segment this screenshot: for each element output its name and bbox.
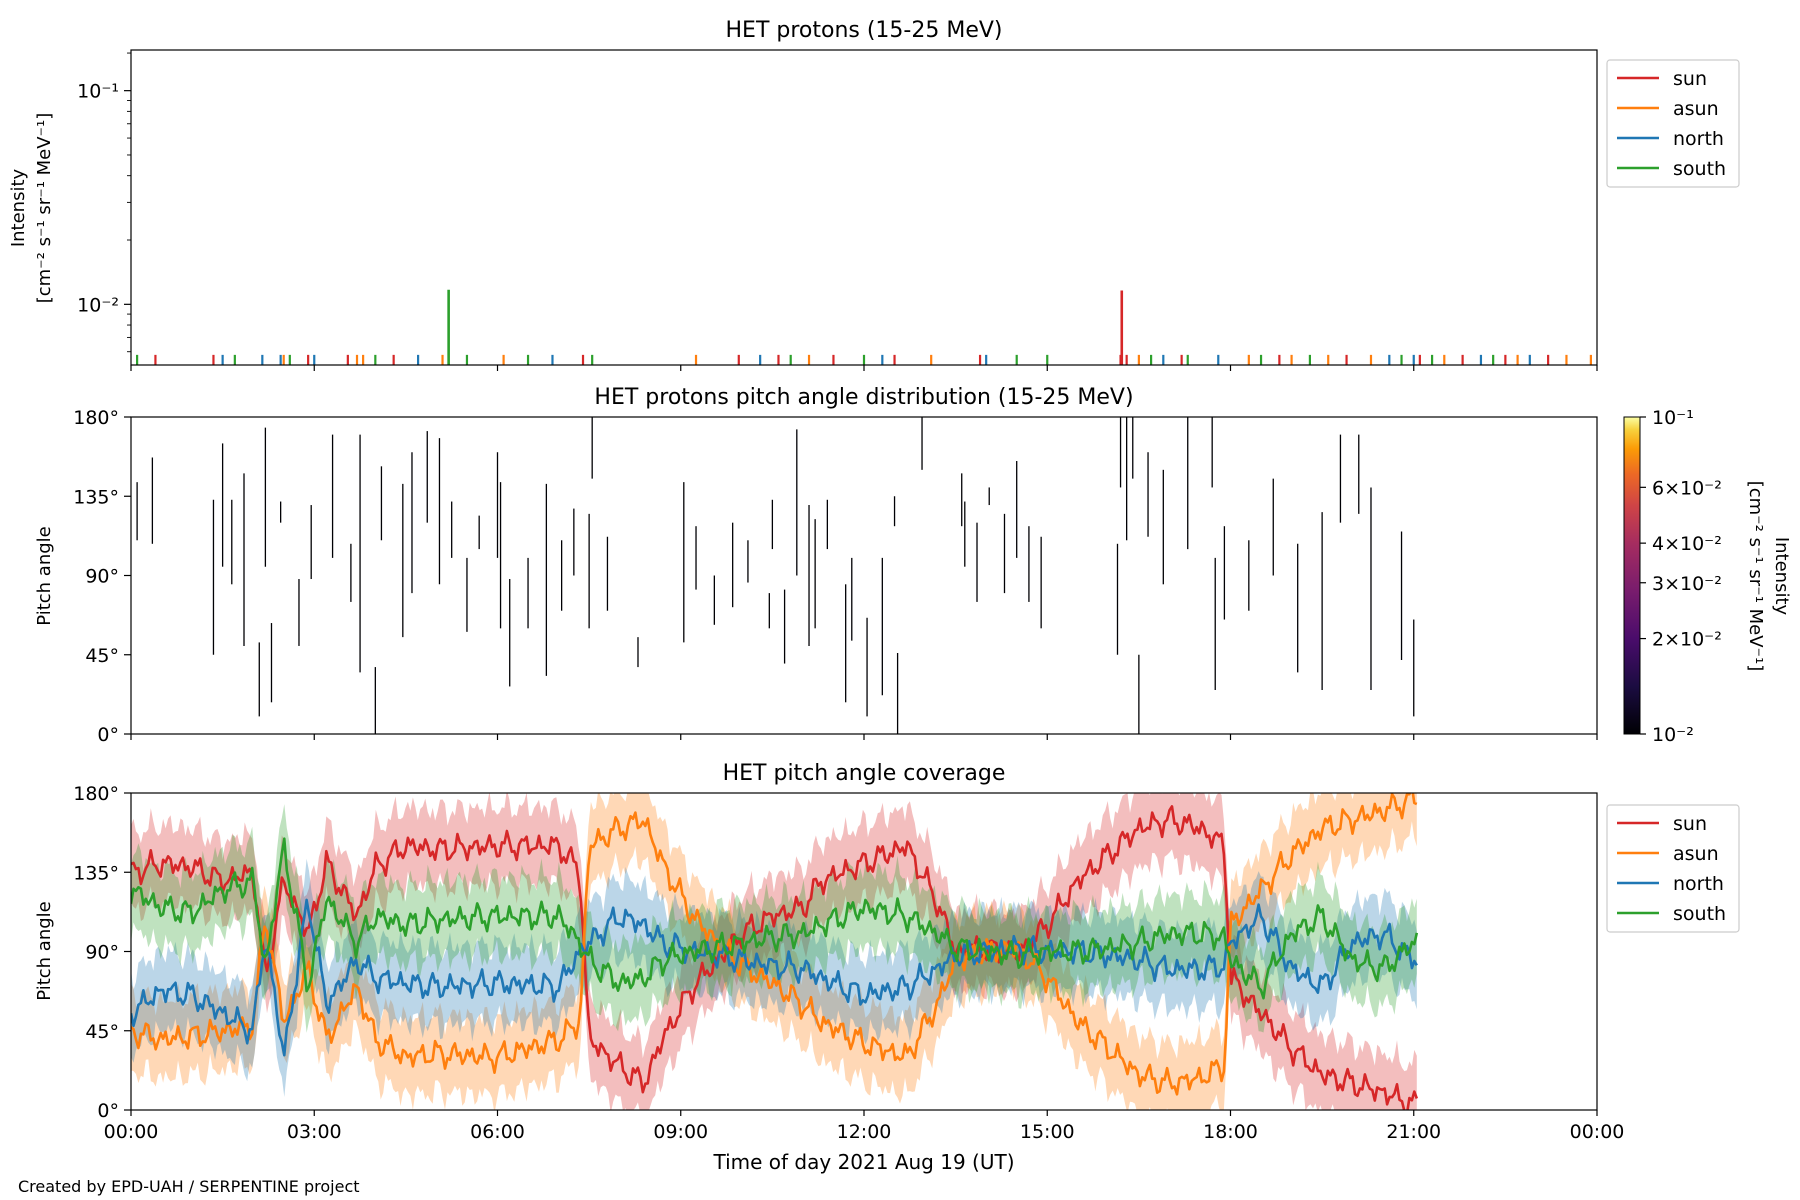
y-tick-label: 10⁻¹ <box>77 81 119 103</box>
coverage-title: HET pitch angle coverage <box>723 761 1006 786</box>
intensity-ylabel-line2: [cm⁻² s⁻¹ sr⁻¹ MeV⁻¹] <box>34 113 55 304</box>
intensity-title: HET protons (15-25 MeV) <box>726 18 1003 43</box>
x-tick-label: 00:00 <box>1570 1121 1625 1143</box>
intensity-legend: sun asun north south <box>1606 59 1740 188</box>
coverage-line-asun <box>131 793 1418 1096</box>
pad-panel: HET protons pitch angle distribution (15… <box>34 385 1792 746</box>
x-tick-label: 00:00 <box>104 1121 159 1143</box>
legend-label-sun: sun <box>1673 813 1707 835</box>
intensity-yticks: 10⁻² 10⁻¹ <box>77 52 131 353</box>
coverage-band-asun <box>131 793 1417 1110</box>
credit-text: Created by EPD-UAH / SERPENTINE project <box>18 1177 360 1196</box>
intensity-ylabel-line1: Intensity <box>8 168 29 247</box>
x-tick-label: 18:00 <box>1203 1121 1258 1143</box>
intensity-axes-frame <box>130 49 1598 366</box>
intensity-xticks <box>130 365 1598 371</box>
coverage-band-sun <box>131 793 1417 1110</box>
x-tick-label: 12:00 <box>837 1121 892 1143</box>
x-tick-label: 09:00 <box>653 1121 708 1143</box>
colorbar <box>1623 416 1641 735</box>
colorbar-tick-label: 10⁻¹ <box>1652 407 1694 429</box>
colorbar-label-line2: [cm⁻² s⁻¹ sr⁻¹ MeV⁻¹] <box>1745 481 1766 672</box>
pad-title: HET protons pitch angle distribution (15… <box>594 385 1133 410</box>
coverage-line-south <box>131 837 1419 1000</box>
y-tick-label: 135° <box>73 486 119 508</box>
coverage-yticks: 0° 45° 90° 135° 180° <box>73 783 131 1122</box>
y-tick-label: 45° <box>85 645 119 667</box>
x-axis-label: Time of day 2021 Aug 19 (UT) <box>712 1150 1014 1174</box>
coverage-band-south <box>131 804 1417 1033</box>
y-tick-label: 135° <box>73 862 119 884</box>
colorbar-tick-label: 2×10⁻² <box>1652 629 1722 651</box>
y-tick-label: 90° <box>85 566 119 588</box>
legend-label-asun: asun <box>1673 843 1719 865</box>
legend-box <box>1606 59 1740 188</box>
legend-label-south: south <box>1673 903 1726 925</box>
legend-label-south: south <box>1673 158 1726 180</box>
coverage-ylabel: Pitch angle <box>34 901 55 1000</box>
coverage-xticks: 00:00 03:00 06:00 09:00 12:00 15:00 18:00 21:00… <box>104 1110 1625 1143</box>
intensity-panel: HET protons (15-25 MeV) 10⁻² 10⁻¹ Intensi… <box>8 18 1740 371</box>
pad-heatmap-cells <box>136 417 1415 734</box>
x-tick-label: 03:00 <box>287 1121 342 1143</box>
coverage-panel: HET pitch angle coverage 0° 45° 90° 135° 180… <box>34 761 1740 1143</box>
colorbar-ticks: 10⁻² 2×10⁻² 3×10⁻² 4×10⁻² 6×10⁻² 10⁻¹ <box>1640 407 1722 746</box>
coverage-lines <box>131 793 1419 1110</box>
coverage-line-sun <box>131 805 1419 1110</box>
x-tick-label: 06:00 <box>470 1121 525 1143</box>
legend-label-north: north <box>1673 128 1724 150</box>
pad-ylabel: Pitch angle <box>34 526 55 625</box>
colorbar-label-line1: Intensity <box>1771 537 1792 616</box>
pad-yticks: 0° 45° 90° 135° 180° <box>73 407 131 746</box>
y-tick-label: 45° <box>85 1021 119 1043</box>
y-tick-label: 180° <box>73 407 119 429</box>
colorbar-tick-label: 10⁻² <box>1652 724 1694 746</box>
intensity-spikes <box>136 289 1592 365</box>
y-tick-label: 0° <box>97 1100 119 1122</box>
x-tick-label: 21:00 <box>1386 1121 1441 1143</box>
coverage-legend: sun asun north south <box>1606 804 1740 933</box>
y-tick-label: 0° <box>97 724 119 746</box>
colorbar-tick-label: 3×10⁻² <box>1652 573 1722 595</box>
legend-label-north: north <box>1673 873 1724 895</box>
legend-label-sun: sun <box>1673 68 1707 90</box>
pad-xticks <box>130 734 1598 740</box>
y-tick-label: 90° <box>85 942 119 964</box>
legend-box <box>1606 804 1740 933</box>
coverage-line-north <box>131 898 1418 1057</box>
colorbar-tick-label: 4×10⁻² <box>1652 533 1722 555</box>
y-tick-label: 180° <box>73 783 119 805</box>
legend-label-asun: asun <box>1673 98 1719 120</box>
y-tick-label: 10⁻² <box>77 294 119 316</box>
x-tick-label: 15:00 <box>1020 1121 1075 1143</box>
colorbar-tick-label: 6×10⁻² <box>1652 477 1722 499</box>
